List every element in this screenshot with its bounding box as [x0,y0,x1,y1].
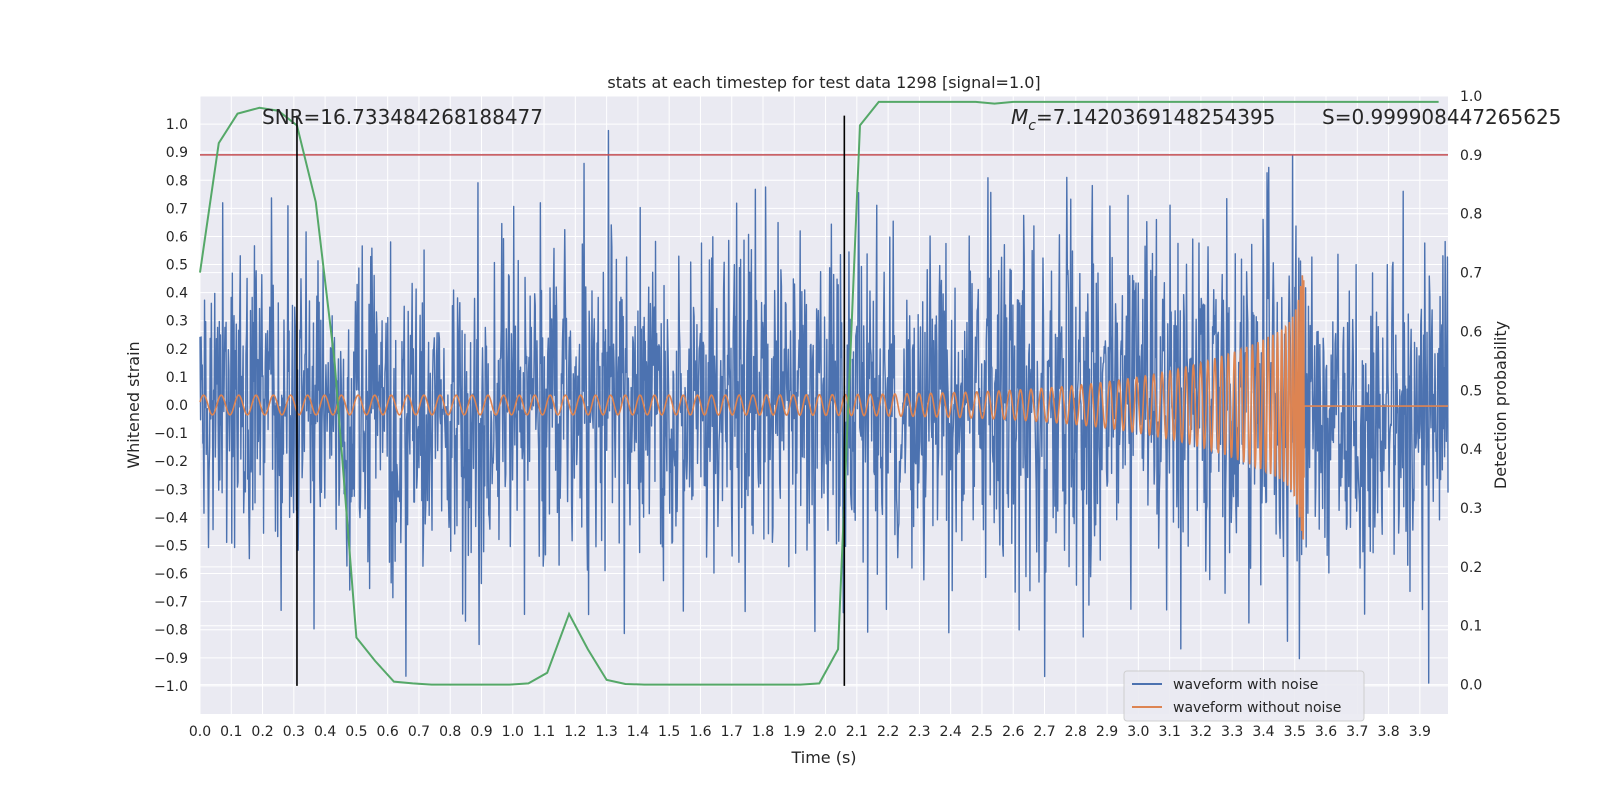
x-tick-label: 2.4 [940,724,962,740]
x-axis-label: Time (s) [790,748,856,767]
x-tick-label: 2.0 [814,724,836,740]
y-tick-label: 0.0 [166,398,188,414]
y-tick-label: 0.7 [166,201,188,217]
score-annotation: S=0.999908447265625 [1322,105,1561,129]
chirp-mass-symbol: M [1011,105,1028,129]
x-tick-label: 0.1 [220,724,242,740]
y-right-tick-label: 1.0 [1460,89,1482,105]
overlay-layer [199,100,1448,686]
x-tick-label: 0.9 [470,724,492,740]
y-tick-label: −0.9 [154,651,188,667]
y-right-tick-label: 0.5 [1460,383,1482,399]
y-right-tick-label: 0.1 [1460,619,1482,635]
x-tick-label: 0.8 [439,724,461,740]
y-tick-label: −0.8 [154,623,188,639]
y-tick-label: −0.5 [154,538,188,554]
y-tick-label: 1.0 [166,117,188,133]
x-tick-label: 3.0 [1127,724,1149,740]
y-tick-label: 0.9 [166,145,188,161]
y-tick-label: −1.0 [154,679,188,695]
y-tick-label: 0.5 [166,258,188,274]
series-detection-probability [199,100,1439,686]
y-right-tick-label: 0.3 [1460,501,1482,517]
y-tick-label: 0.3 [166,314,188,330]
y-axis-label: Whitened strain [124,341,143,468]
chirp-mass-subscript: c [1028,118,1036,134]
x-tick-label: 1.2 [564,724,586,740]
x-tick-label: 1.4 [627,724,649,740]
x-tick-label: 2.7 [1033,724,1055,740]
x-tick-label: 3.5 [1284,724,1306,740]
y-tick-label: −0.6 [154,567,188,583]
y-right-tick-label: 0.7 [1460,266,1482,282]
y-tick-label: 0.4 [166,286,188,302]
legend-label-noise: waveform with noise [1173,677,1318,693]
x-tick-label: 3.3 [1221,724,1243,740]
y-right-axis-label: Detection probability [1491,321,1510,489]
snr-annotation: SNR=16.733484268188477 [262,105,543,129]
y-tick-label: 0.6 [166,229,188,245]
y-tick-label: 0.1 [166,370,188,386]
x-tick-label: 1.5 [658,724,680,740]
y-tick-label: −0.2 [154,454,188,470]
tick-labels: 0.0 0.1 0.2 0.3 0.4 0.5 0.6 0.7 0.8 0.9 1.0 1.1 1.2 1… [154,89,1482,740]
x-tick-label: 0.3 [283,724,305,740]
x-tick-label: 0.0 [189,724,211,740]
x-tick-label: 2.3 [908,724,930,740]
series-waveform-without-noise [199,275,1448,540]
x-tick-label: 3.8 [1377,724,1399,740]
data-layer [199,129,1449,684]
y-right-tick-label: 0.0 [1460,678,1482,694]
chirp-mass-value: =7.1420369148254395 [1036,105,1275,129]
x-tick-label: 2.5 [971,724,993,740]
x-tick-label: 1.6 [689,724,711,740]
x-tick-label: 3.6 [1315,724,1337,740]
chirp-mass-annotation: Mc=7.1420369148254395 [1011,105,1275,134]
x-tick-label: 3.7 [1346,724,1368,740]
x-tick-label: 1.9 [783,724,805,740]
y-right-tick-label: 0.4 [1460,442,1482,458]
y-tick-label: 0.8 [166,173,188,189]
y-right-tick-label: 0.2 [1460,560,1482,576]
x-tick-label: 2.6 [1002,724,1024,740]
x-tick-label: 1.7 [721,724,743,740]
x-tick-label: 2.2 [877,724,899,740]
x-tick-label: 3.4 [1252,724,1274,740]
y-tick-label: −0.3 [154,482,188,498]
x-tick-label: 1.1 [533,724,555,740]
x-tick-label: 0.2 [251,724,273,740]
x-tick-label: 2.9 [1096,724,1118,740]
x-tick-label: 1.0 [502,724,524,740]
x-tick-label: 0.7 [408,724,430,740]
x-tick-label: 0.6 [377,724,399,740]
legend-box [1123,670,1365,722]
x-tick-label: 3.1 [1158,724,1180,740]
x-tick-label: 2.1 [846,724,868,740]
legend: waveform with noise waveform without noi… [1123,670,1365,722]
x-tick-label: 0.4 [314,724,336,740]
x-tick-label: 3.2 [1190,724,1212,740]
y-tick-label: −0.4 [154,510,188,526]
y-right-tick-label: 0.9 [1460,148,1482,164]
x-tick-label: 1.3 [595,724,617,740]
legend-label-clean: waveform without noise [1173,700,1341,716]
y-tick-label: −0.7 [154,595,188,611]
chart-title: stats at each timestep for test data 129… [607,73,1040,92]
x-tick-label: 1.8 [752,724,774,740]
x-tick-label: 3.9 [1409,724,1431,740]
y-tick-label: −0.1 [154,426,188,442]
y-right-tick-label: 0.8 [1460,207,1482,223]
x-tick-label: 2.8 [1065,724,1087,740]
y-tick-label: 0.2 [166,342,188,358]
y-right-tick-label: 0.6 [1460,324,1482,340]
x-tick-label: 0.5 [345,724,367,740]
